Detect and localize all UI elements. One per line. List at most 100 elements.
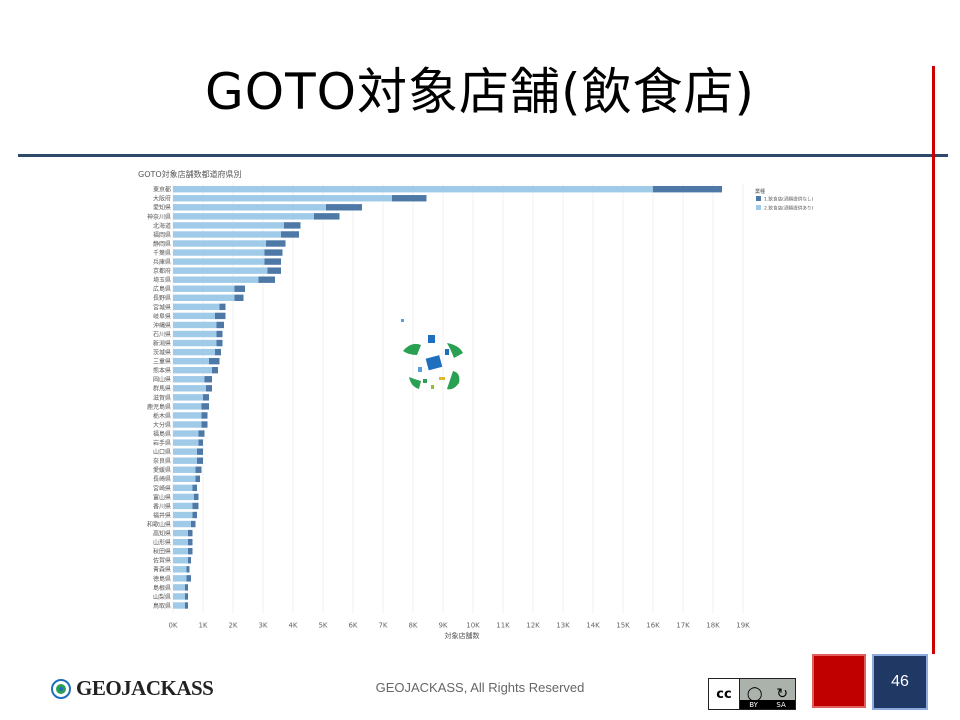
bar-no-alcohol[interactable] [216, 339, 223, 347]
bar-alcohol-served[interactable] [173, 466, 196, 473]
bar-no-alcohol[interactable] [392, 195, 427, 202]
bar-alcohol-served[interactable] [173, 339, 217, 347]
bar-no-alcohol[interactable] [198, 439, 204, 446]
bar-no-alcohol[interactable] [281, 231, 299, 238]
bar-no-alcohol[interactable] [192, 502, 199, 510]
bar-no-alcohol[interactable] [215, 348, 221, 356]
bar-no-alcohol[interactable] [314, 213, 340, 220]
bar-no-alcohol[interactable] [194, 493, 199, 501]
bar-alcohol-served[interactable] [173, 566, 187, 573]
bar-alcohol-served[interactable] [173, 240, 266, 247]
bar-alcohol-served[interactable] [173, 538, 188, 546]
bar-alcohol-served[interactable] [173, 529, 188, 537]
bar-alcohol-served[interactable] [173, 285, 235, 292]
bar-no-alcohol[interactable] [206, 385, 212, 392]
bar-no-alcohol[interactable] [266, 240, 286, 247]
bar-no-alcohol[interactable] [284, 222, 301, 229]
bar-alcohol-served[interactable] [173, 584, 185, 591]
bar-alcohol-served[interactable] [173, 502, 193, 510]
bar-no-alcohol[interactable] [216, 330, 223, 338]
bar-alcohol-served[interactable] [173, 520, 191, 528]
bar-alcohol-served[interactable] [173, 249, 265, 256]
bar-no-alcohol[interactable] [267, 267, 282, 274]
y-category-label: 神奈川県 [147, 213, 171, 221]
bar-alcohol-served[interactable] [173, 258, 265, 265]
bar-alcohol-served[interactable] [173, 186, 653, 193]
bar-no-alcohol[interactable] [185, 602, 188, 609]
bar-alcohol-served[interactable] [173, 475, 196, 482]
bar-alcohol-served[interactable] [173, 213, 314, 220]
bar-no-alcohol[interactable] [201, 412, 208, 419]
bar-no-alcohol[interactable] [326, 204, 362, 211]
bar-no-alcohol[interactable] [192, 484, 198, 492]
bar-no-alcohol[interactable] [188, 557, 191, 564]
bar-alcohol-served[interactable] [173, 204, 326, 211]
bar-alcohol-served[interactable] [173, 312, 215, 320]
bar-no-alcohol[interactable] [264, 249, 283, 256]
bar-no-alcohol[interactable] [197, 448, 203, 455]
bar-no-alcohol[interactable] [192, 511, 198, 519]
bar-no-alcohol[interactable] [186, 575, 192, 582]
bar-no-alcohol[interactable] [209, 357, 220, 365]
bar-alcohol-served[interactable] [173, 575, 187, 582]
bar-alcohol-served[interactable] [173, 548, 188, 555]
bar-no-alcohol[interactable] [185, 584, 188, 591]
bar-alcohol-served[interactable] [173, 593, 185, 600]
bar-no-alcohol[interactable] [188, 538, 193, 546]
bar-alcohol-served[interactable] [173, 457, 197, 464]
bar-no-alcohol[interactable] [185, 593, 188, 600]
bar-alcohol-served[interactable] [173, 439, 199, 446]
bar-alcohol-served[interactable] [173, 357, 209, 365]
bar-alcohol-served[interactable] [173, 195, 392, 202]
y-category-label: 宮崎県 [153, 484, 171, 492]
bar-alcohol-served[interactable] [173, 484, 193, 492]
bar-alcohol-served[interactable] [173, 276, 259, 283]
bar-alcohol-served[interactable] [173, 403, 202, 410]
y-category-label: 三重県 [153, 358, 171, 366]
bar-no-alcohol[interactable] [201, 403, 210, 410]
bar-alcohol-served[interactable] [173, 330, 217, 338]
bar-no-alcohol[interactable] [234, 294, 244, 301]
bar-alcohol-served[interactable] [173, 602, 185, 609]
bar-no-alcohol[interactable] [191, 520, 196, 528]
x-tick-label: 1K [198, 621, 207, 629]
bar-alcohol-served[interactable] [173, 394, 203, 401]
bar-no-alcohol[interactable] [198, 430, 205, 437]
bar-no-alcohol[interactable] [195, 466, 202, 473]
bar-no-alcohol[interactable] [203, 394, 209, 401]
bar-alcohol-served[interactable] [173, 222, 284, 229]
bar-no-alcohol[interactable] [212, 367, 218, 374]
bar-alcohol-served[interactable] [173, 231, 281, 238]
bar-alcohol-served[interactable] [173, 412, 202, 419]
bar-alcohol-served[interactable] [173, 294, 235, 301]
bar-no-alcohol[interactable] [204, 376, 213, 383]
bar-no-alcohol[interactable] [264, 258, 282, 265]
bar-alcohol-served[interactable] [173, 557, 188, 564]
bar-alcohol-served[interactable] [173, 511, 193, 519]
bar-no-alcohol[interactable] [219, 303, 226, 311]
bar-alcohol-served[interactable] [173, 421, 202, 428]
bar-no-alcohol[interactable] [258, 276, 276, 283]
bar-no-alcohol[interactable] [216, 321, 225, 329]
bar-no-alcohol[interactable] [188, 548, 193, 555]
bar-alcohol-served[interactable] [173, 493, 194, 501]
bar-no-alcohol[interactable] [188, 529, 193, 537]
bar-alcohol-served[interactable] [173, 385, 206, 392]
geojackass-logo: GEOJACKASS [50, 676, 214, 701]
bar-alcohol-served[interactable] [173, 267, 268, 274]
bar-alcohol-served[interactable] [173, 430, 199, 437]
bar-alcohol-served[interactable] [173, 367, 212, 374]
bar-alcohol-served[interactable] [173, 348, 215, 356]
bar-no-alcohol[interactable] [215, 312, 226, 320]
bar-no-alcohol[interactable] [197, 457, 203, 464]
bar-alcohol-served[interactable] [173, 448, 197, 455]
bar-alcohol-served[interactable] [173, 303, 220, 311]
bar-no-alcohol[interactable] [653, 186, 722, 193]
bar-no-alcohol[interactable] [201, 421, 208, 428]
bar-alcohol-served[interactable] [173, 321, 217, 329]
cc-license-badge[interactable]: cc ◯ ↻ BY SA [708, 678, 796, 710]
bar-no-alcohol[interactable] [186, 566, 190, 573]
bar-no-alcohol[interactable] [195, 475, 201, 482]
bar-no-alcohol[interactable] [234, 285, 246, 292]
bar-alcohol-served[interactable] [173, 376, 205, 383]
